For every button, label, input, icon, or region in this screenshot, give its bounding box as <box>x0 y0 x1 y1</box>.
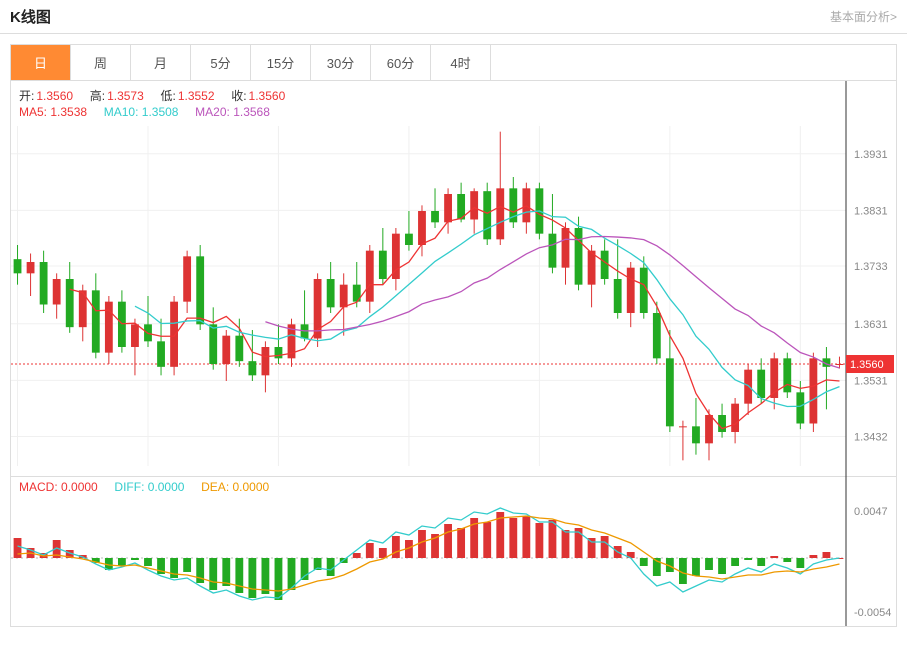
svg-text:1.3560: 1.3560 <box>850 359 884 371</box>
diff-label: DIFF: <box>114 480 144 494</box>
high-value: 1.3573 <box>107 89 144 103</box>
chart-header: K线图 基本面分析> <box>0 0 907 34</box>
dea-label: DEA: <box>201 480 229 494</box>
page-title: K线图 <box>10 6 51 27</box>
tab-周[interactable]: 周 <box>71 45 131 80</box>
timeframe-tabs: 日周月5分15分30分60分4时 <box>10 44 897 81</box>
tab-15分[interactable]: 15分 <box>251 45 311 80</box>
macd-label: MACD: <box>19 480 58 494</box>
tab-日[interactable]: 日 <box>11 45 71 80</box>
ma5-value: 1.3538 <box>50 105 87 119</box>
fundamental-analysis-link[interactable]: 基本面分析> <box>830 8 897 25</box>
ohlc-summary: 开:1.3560 高:1.3573 低:1.3552 收:1.3560 <box>19 87 285 104</box>
low-value: 1.3552 <box>178 89 215 103</box>
tab-5分[interactable]: 5分 <box>191 45 251 80</box>
macd-chart-box: MACD: 0.0000 DIFF: 0.0000 DEA: 0.0000 -0… <box>10 476 897 627</box>
svg-text:0.0047: 0.0047 <box>854 506 888 518</box>
svg-text:1.3432: 1.3432 <box>854 432 888 444</box>
tab-60分[interactable]: 60分 <box>371 45 431 80</box>
ma10-value: 1.3508 <box>142 105 179 119</box>
close-value: 1.3560 <box>249 89 286 103</box>
tab-月[interactable]: 月 <box>131 45 191 80</box>
open-value: 1.3560 <box>36 89 73 103</box>
macd-summary: MACD: 0.0000 DIFF: 0.0000 DEA: 0.0000 <box>19 480 269 494</box>
ma10-label: MA10: <box>104 105 139 119</box>
ma-summary: MA5: 1.3538 MA10: 1.3508 MA20: 1.3568 <box>19 105 270 119</box>
ma5-label: MA5: <box>19 105 47 119</box>
svg-text:1.3831: 1.3831 <box>854 205 888 217</box>
dea-value: 0.0000 <box>233 480 270 494</box>
svg-text:1.3733: 1.3733 <box>854 261 888 273</box>
tab-4时[interactable]: 4时 <box>431 45 491 80</box>
svg-text:-0.0054: -0.0054 <box>854 607 891 619</box>
diff-value: 0.0000 <box>148 480 185 494</box>
macd-value: 0.0000 <box>61 480 98 494</box>
candle-chart-svg[interactable]: 1.3432 1.3531 1.3631 1.3733 1.3831 1.3931 1.35… <box>11 81 896 476</box>
tab-spacer <box>491 45 896 80</box>
high-label: 高: <box>90 89 105 103</box>
ma20-label: MA20: <box>195 105 230 119</box>
low-label: 低: <box>160 89 175 103</box>
svg-text:1.3531: 1.3531 <box>854 375 888 387</box>
svg-text:1.3631: 1.3631 <box>854 319 888 331</box>
macd-chart-svg[interactable]: -0.0054 0.0047 <box>11 476 896 626</box>
close-label: 收: <box>231 89 246 103</box>
svg-text:1.3931: 1.3931 <box>854 149 888 161</box>
open-label: 开: <box>19 89 34 103</box>
tab-30分[interactable]: 30分 <box>311 45 371 80</box>
candle-chart-box: 开:1.3560 高:1.3573 低:1.3552 收:1.3560 MA5:… <box>10 81 897 477</box>
ma20-value: 1.3568 <box>233 105 270 119</box>
